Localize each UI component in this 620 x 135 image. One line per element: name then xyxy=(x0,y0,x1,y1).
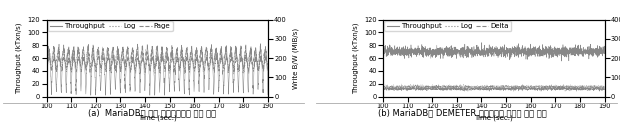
Y-axis label: Throughput (kTxn/s): Throughput (kTxn/s) xyxy=(16,22,22,94)
Text: (b) MariaDB의 DEMETER 체크포인팅 적용에 따른 성능: (b) MariaDB의 DEMETER 체크포인팅 적용에 따른 성능 xyxy=(378,109,546,118)
Y-axis label: Throughput (kTxn/s): Throughput (kTxn/s) xyxy=(352,22,358,94)
Y-axis label: Write B/W (MiB/s): Write B/W (MiB/s) xyxy=(293,28,299,89)
X-axis label: Time (sec.): Time (sec.) xyxy=(474,114,513,121)
X-axis label: Time (sec.): Time (sec.) xyxy=(138,114,177,121)
Text: (a)  MariaDB의 기존 체크포인팅에 의한 성능: (a) MariaDB의 기존 체크포인팅에 의한 성능 xyxy=(88,109,216,118)
Legend: Throughput, Log, Page: Throughput, Log, Page xyxy=(48,21,172,31)
Legend: Throughput, Log, Delta: Throughput, Log, Delta xyxy=(384,21,511,31)
